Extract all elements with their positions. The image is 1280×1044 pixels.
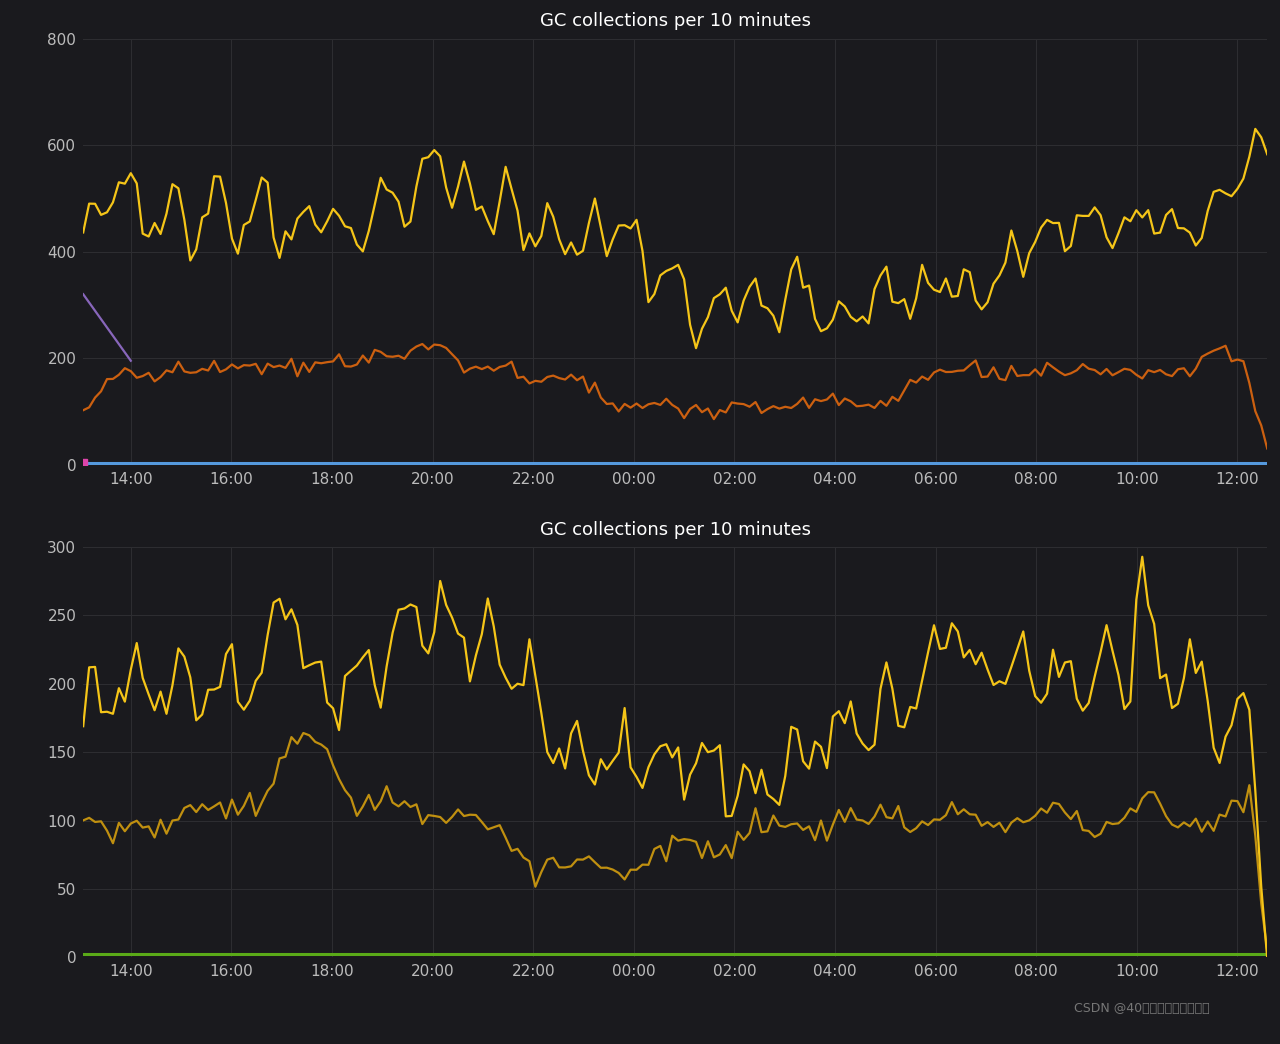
Title: GC collections per 10 minutes: GC collections per 10 minutes: [540, 13, 810, 30]
Title: GC collections per 10 minutes: GC collections per 10 minutes: [540, 521, 810, 539]
Text: CSDN @40岁资深老架构师尼恩: CSDN @40岁资深老架构师尼恩: [1074, 1002, 1210, 1015]
